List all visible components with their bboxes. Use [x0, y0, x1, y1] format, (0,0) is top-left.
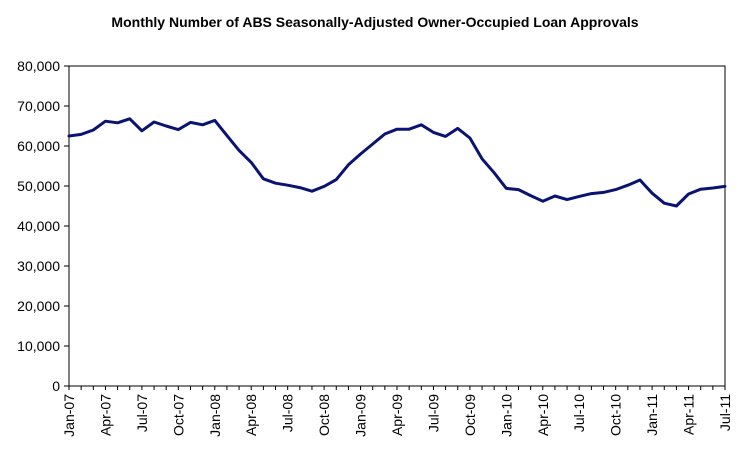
x-tick-label: Oct-09 [462, 394, 478, 436]
y-tick-label: 60,000 [17, 138, 60, 154]
y-tick-label: 70,000 [17, 98, 60, 114]
y-tick-label: 40,000 [17, 218, 60, 234]
x-tick-label: Oct-08 [316, 394, 332, 436]
x-tick-label: Oct-07 [170, 394, 186, 436]
x-tick-label: Jan-11 [644, 394, 660, 436]
x-tick-label: Oct-10 [608, 394, 624, 436]
x-tick-label: Jul-11 [717, 394, 733, 431]
x-tick-label: Jul-08 [280, 394, 296, 432]
y-tick-label: 0 [52, 378, 60, 394]
x-tick-label: Jul-09 [425, 394, 441, 432]
x-tick-label: Jan-09 [353, 394, 369, 437]
x-tick-label: Apr-08 [243, 394, 259, 436]
x-axis: Jan-07 Apr-07 Jul-07 Oct-07 Jan-08 Apr-08 Jul-… [61, 386, 733, 437]
y-tick-label: 80,000 [17, 58, 60, 74]
series-line [67, 117, 727, 208]
x-tick-label: Jul-10 [571, 394, 587, 432]
series-group [67, 117, 727, 208]
x-tick-label: Apr-11 [681, 394, 697, 435]
x-tick-label: Jan-07 [61, 394, 77, 437]
x-tick-label: Apr-10 [535, 394, 551, 436]
x-tick-label: Apr-09 [389, 394, 405, 436]
y-tick-label: 10,000 [17, 338, 60, 354]
y-tick-label: 20,000 [17, 298, 60, 314]
x-tick-label: Apr-07 [97, 394, 113, 436]
chart-title: Monthly Number of ABS Seasonally-Adjuste… [111, 14, 639, 30]
x-tick-label: Jul-07 [134, 394, 150, 432]
plot-frame [68, 65, 726, 387]
x-tick-label: Jan-10 [498, 394, 514, 437]
y-tick-label: 50,000 [17, 178, 60, 194]
x-tick-label: Jan-08 [207, 394, 223, 437]
y-tick-label: 30,000 [17, 258, 60, 274]
y-axis: 0 10,000 20,000 30,000 40,000 50,000 60,000 70,… [17, 58, 726, 394]
